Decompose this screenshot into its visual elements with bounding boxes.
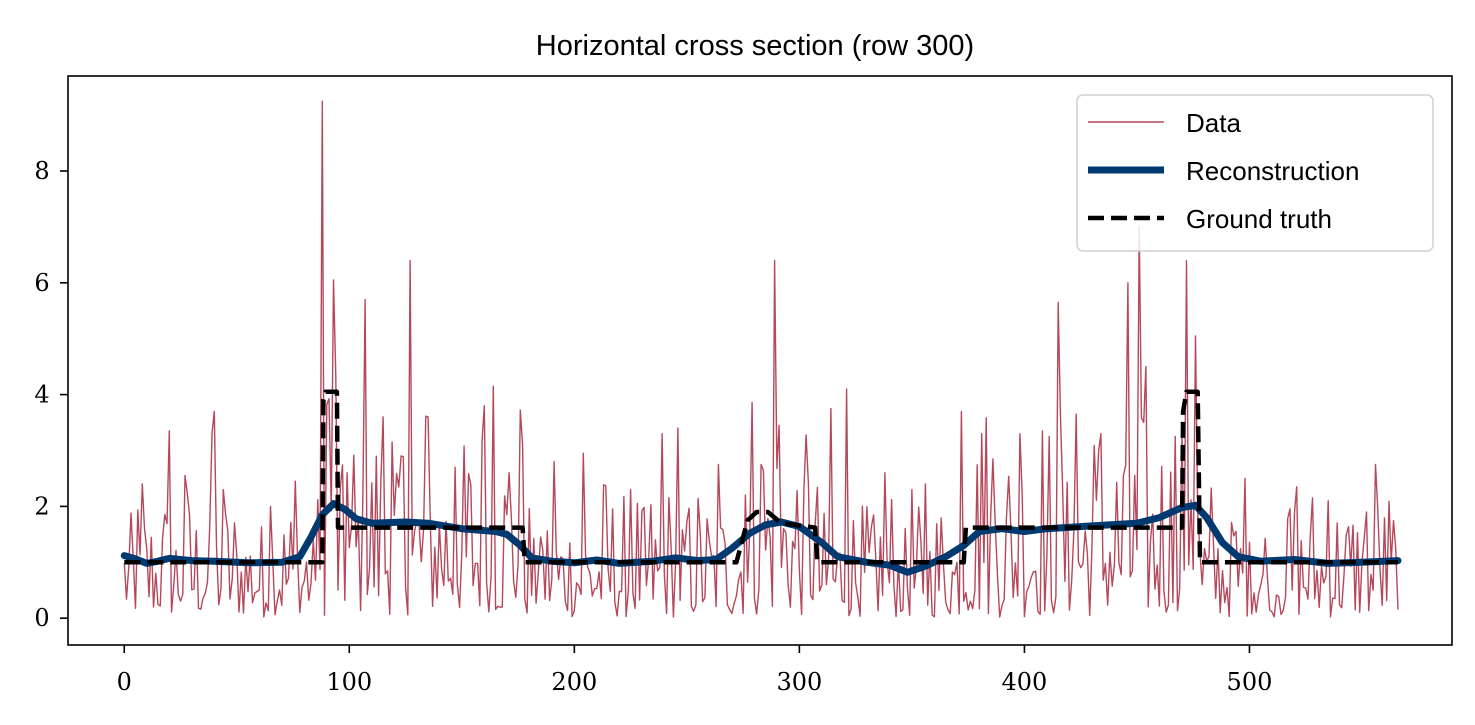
series-line-reconstruction bbox=[120, 500, 1402, 576]
x-tick-label: 400 bbox=[1002, 668, 1048, 696]
y-tick-label: 6 bbox=[34, 269, 49, 297]
x-tick-label: 0 bbox=[117, 668, 132, 696]
plot-frame bbox=[67, 75, 1453, 646]
legend: Data Reconstruction Ground truth bbox=[1076, 94, 1434, 252]
legend-label-data: Data bbox=[1186, 108, 1241, 138]
y-tick-label: 2 bbox=[34, 492, 49, 520]
x-tick-label: 500 bbox=[1227, 668, 1273, 696]
legend-label-ground-truth: Ground truth bbox=[1186, 204, 1332, 234]
y-tick-label: 4 bbox=[34, 381, 49, 409]
y-tick-label: 0 bbox=[34, 604, 49, 632]
x-tick-label: 300 bbox=[776, 668, 822, 696]
x-tick-label: 200 bbox=[551, 668, 597, 696]
legend-box bbox=[1076, 94, 1434, 252]
chart-title: Horizontal cross section (row 300) bbox=[536, 30, 974, 62]
legend-label-reconstruction: Reconstruction bbox=[1186, 156, 1359, 186]
y-axis: 0 2 4 6 8 bbox=[34, 157, 68, 632]
series-line-data bbox=[123, 100, 1399, 618]
x-tick-label: 100 bbox=[326, 668, 372, 696]
x-axis: 0 100 200 300 400 500 bbox=[117, 645, 1273, 696]
y-tick-label: 8 bbox=[34, 157, 49, 185]
series-line-ground-truth bbox=[124, 389, 1398, 565]
